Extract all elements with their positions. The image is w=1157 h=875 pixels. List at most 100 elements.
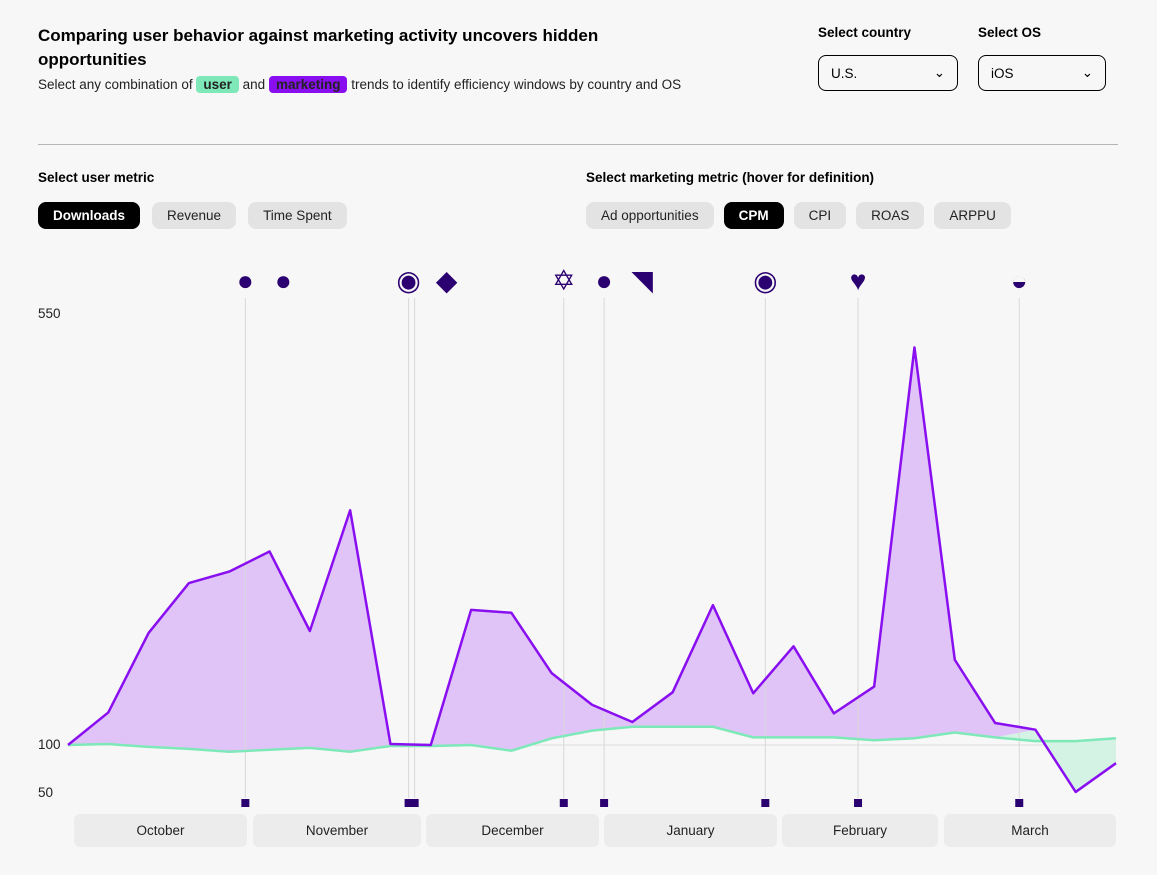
country-select[interactable]: U.S. ⌄	[818, 55, 958, 91]
pot-icon[interactable]: ◒	[1011, 265, 1028, 296]
user-point	[953, 731, 957, 735]
user-point	[792, 735, 796, 739]
user-point	[993, 735, 997, 739]
lantern-icon[interactable]: ◉	[753, 265, 777, 296]
user-point	[832, 735, 836, 739]
user-point	[590, 729, 594, 733]
user-point	[308, 746, 312, 750]
user-point	[872, 738, 876, 742]
user-point	[550, 736, 554, 740]
star-of-david-icon[interactable]: ✡	[552, 265, 575, 296]
user-tag: user	[196, 76, 239, 93]
user-point	[671, 725, 675, 729]
marketing-point	[832, 711, 836, 715]
turkey-icon[interactable]: ◉	[396, 265, 420, 296]
pill-arppu[interactable]: ARPPU	[934, 202, 1011, 229]
event-marker[interactable]	[404, 799, 413, 807]
pill-roas[interactable]: ROAS	[856, 202, 925, 229]
chevron-down-icon: ⌄	[1081, 65, 1093, 80]
marketing-point	[348, 508, 352, 512]
marketing-point	[509, 611, 513, 615]
user-point	[66, 743, 70, 747]
event-marker[interactable]	[854, 799, 863, 807]
user-point	[469, 743, 473, 747]
marketing-point	[187, 581, 191, 585]
user-point	[227, 750, 231, 754]
event-marker[interactable]	[410, 799, 419, 807]
subtitle-text: and	[242, 77, 266, 92]
marketing-line	[67, 346, 1117, 794]
marketing-tag: marketing	[268, 76, 348, 93]
price-tag-icon[interactable]: ◆	[436, 265, 458, 296]
divider	[38, 144, 1118, 145]
marketing-point	[912, 345, 916, 349]
pumpkin-icon[interactable]: ●	[275, 265, 292, 296]
event-marker[interactable]	[559, 799, 568, 807]
marketing-point	[227, 570, 231, 574]
month-march[interactable]: March	[944, 814, 1116, 847]
marketing-point	[711, 603, 715, 607]
user-point	[1074, 739, 1078, 743]
subtitle-text: trends to identify efficiency windows by…	[351, 77, 682, 92]
heart-icon[interactable]: ♥	[850, 265, 867, 296]
event-marker[interactable]	[761, 799, 770, 807]
marketing-point	[1033, 728, 1037, 732]
marketing-point	[590, 703, 594, 707]
marketing-point	[308, 629, 312, 633]
month-december[interactable]: December	[426, 814, 599, 847]
user-point	[1114, 736, 1118, 740]
party-popper-icon[interactable]: ◥	[631, 265, 653, 296]
marketing-metric-pills: Ad opportunities CPM CPI ROAS ARPPU	[586, 202, 1011, 229]
os-select[interactable]: iOS ⌄	[978, 55, 1106, 91]
marketing-point	[630, 720, 634, 724]
pill-time-spent[interactable]: Time Spent	[248, 202, 347, 229]
user-point	[147, 745, 151, 749]
pill-revenue[interactable]: Revenue	[152, 202, 237, 229]
os-label: Select OS	[978, 25, 1042, 40]
user-point	[268, 748, 272, 752]
y-tick: 100	[38, 737, 61, 752]
marketing-point	[1074, 790, 1078, 794]
marketing-point	[268, 549, 272, 553]
pill-ad-opportunities[interactable]: Ad opportunities	[586, 202, 714, 229]
marketing-point	[671, 690, 675, 694]
pill-cpi[interactable]: CPI	[793, 202, 847, 229]
apple-icon[interactable]: ●	[237, 265, 254, 296]
marketing-point	[469, 608, 473, 612]
marketing-point	[953, 658, 957, 662]
user-point	[1033, 739, 1037, 743]
user-point	[509, 749, 513, 753]
event-marker[interactable]	[600, 799, 609, 807]
marketing-point	[147, 631, 151, 635]
user-point	[187, 747, 191, 751]
event-marker[interactable]	[1015, 799, 1024, 807]
ornament-icon[interactable]: ●	[596, 265, 613, 296]
pill-downloads[interactable]: Downloads	[38, 202, 141, 229]
user-point	[348, 750, 352, 754]
chevron-down-icon: ⌄	[933, 65, 945, 80]
month-november[interactable]: November	[253, 814, 421, 847]
header: Comparing user behavior against marketin…	[38, 24, 698, 94]
marketing-point	[751, 691, 755, 695]
marketing-point	[792, 644, 796, 648]
pill-cpm[interactable]: CPM	[723, 202, 784, 229]
user-point	[751, 735, 755, 739]
month-october[interactable]: October	[74, 814, 247, 847]
y-tick: 550	[38, 306, 61, 321]
user-point	[711, 725, 715, 729]
marketing-metric-label: Select marketing metric (hover for defin…	[586, 170, 875, 185]
marketing-area	[68, 347, 1116, 792]
country-value: U.S.	[831, 65, 858, 81]
marketing-point	[550, 671, 554, 675]
subtitle-text: Select any combination of	[38, 77, 193, 92]
user-point	[630, 725, 634, 729]
month-january[interactable]: January	[604, 814, 777, 847]
y-tick: 50	[38, 785, 54, 800]
month-february[interactable]: February	[782, 814, 938, 847]
user-point	[106, 742, 110, 746]
user-metric-pills: Downloads Revenue Time Spent	[38, 202, 347, 229]
os-value: iOS	[991, 65, 1014, 81]
event-marker[interactable]	[241, 799, 250, 807]
